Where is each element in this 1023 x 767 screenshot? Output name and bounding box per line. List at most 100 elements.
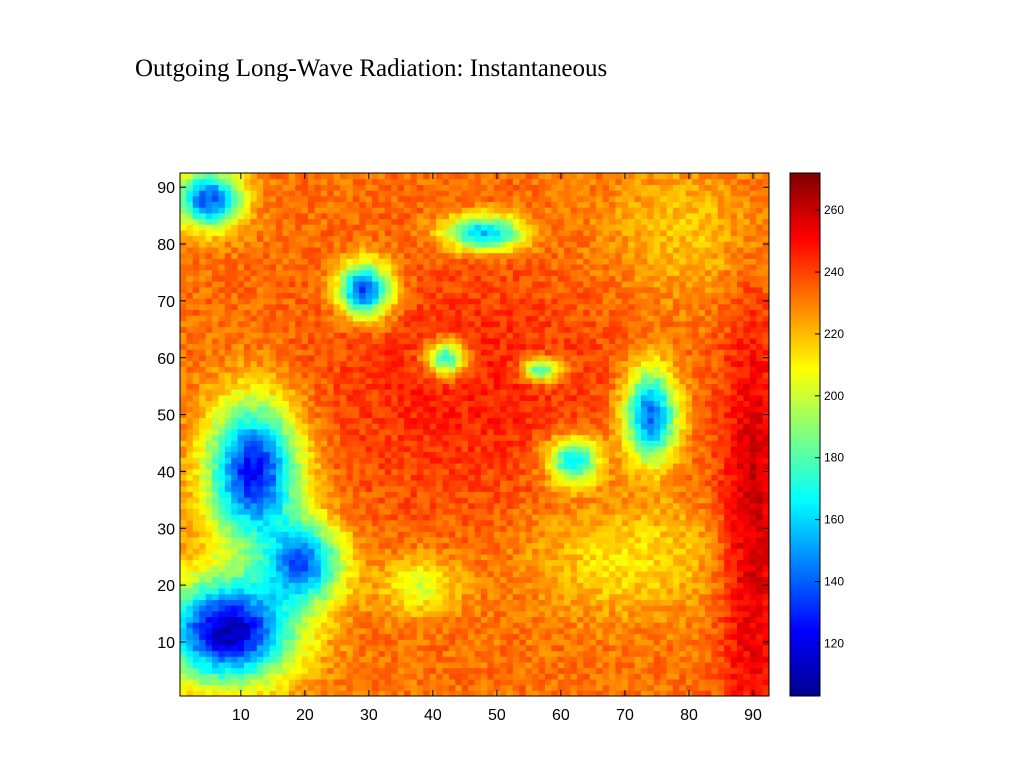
heatmap-cell (628, 428, 636, 436)
heatmap-cell (410, 406, 418, 413)
heatmap-cell (282, 445, 290, 453)
heatmap-cell (602, 536, 610, 544)
heatmap-cell (282, 502, 290, 509)
heatmap-cell (589, 639, 597, 646)
heatmap-cell (250, 434, 258, 441)
heatmap-cell (532, 479, 540, 487)
heatmap-cell (340, 616, 348, 623)
heatmap-cell (295, 451, 303, 458)
heatmap-cell (692, 661, 700, 669)
heatmap-cell (583, 428, 591, 436)
heatmap-cell (186, 423, 194, 430)
heatmap-cell (506, 514, 514, 521)
heatmap-cell (404, 525, 412, 532)
heatmap-cell (397, 616, 405, 623)
heatmap-cell (640, 633, 648, 640)
heatmap-cell (263, 514, 271, 521)
heatmap-cell (756, 474, 764, 481)
heatmap-cell (692, 457, 700, 464)
heatmap-cell (320, 508, 328, 515)
heatmap-cell (711, 514, 719, 521)
heatmap-cell (455, 514, 463, 521)
heatmap-cell (487, 462, 495, 470)
heatmap-cell (314, 428, 322, 436)
heatmap-cell (557, 468, 565, 475)
heatmap-cell (704, 400, 712, 407)
heatmap-cell (589, 661, 597, 669)
heatmap-cell (596, 394, 604, 401)
heatmap-cell (736, 548, 744, 555)
heatmap-cell (487, 457, 495, 464)
heatmap-cell (276, 690, 284, 696)
heatmap-cell (493, 468, 501, 475)
heatmap-cell (429, 406, 437, 413)
heatmap-cell (551, 553, 559, 561)
heatmap-cell (263, 445, 271, 453)
heatmap-cell (532, 582, 540, 589)
heatmap-cell (180, 457, 187, 464)
heatmap-cell (698, 502, 706, 509)
heatmap-cell (493, 565, 501, 572)
heatmap-cell (224, 428, 232, 436)
heatmap-cell (679, 519, 687, 527)
heatmap-cell (231, 690, 239, 696)
heatmap-cell (308, 639, 316, 646)
heatmap-cell (506, 610, 514, 618)
heatmap-cell (557, 587, 565, 595)
heatmap-cell (640, 428, 648, 436)
heatmap-cell (192, 610, 200, 618)
heatmap-cell (576, 440, 584, 447)
heatmap-cell (416, 389, 424, 396)
heatmap-cell (468, 514, 476, 521)
heatmap-cell (301, 542, 309, 549)
heatmap-cell (269, 661, 277, 669)
heatmap-cell (436, 650, 444, 657)
heatmap-cell (512, 479, 520, 487)
heatmap-cell (736, 576, 744, 583)
heatmap-cell (391, 400, 399, 407)
heatmap-cell (679, 599, 687, 606)
heatmap-cell (340, 440, 348, 447)
heatmap-cell (525, 684, 533, 691)
heatmap-cell (570, 394, 578, 401)
heatmap-cell (372, 678, 380, 686)
heatmap-cell (704, 445, 712, 453)
heatmap-cell (602, 559, 610, 566)
heatmap-cell (423, 610, 431, 618)
heatmap-cell (525, 570, 533, 578)
heatmap-cell (749, 661, 757, 669)
heatmap-cell (519, 508, 527, 515)
heatmap-cell (615, 684, 623, 691)
heatmap-cell (608, 616, 616, 623)
heatmap-cell (359, 553, 367, 561)
heatmap-cell (506, 576, 514, 583)
heatmap-cell (685, 559, 693, 566)
heatmap-cell (653, 519, 661, 527)
heatmap-cell (352, 553, 360, 561)
heatmap-cell (602, 428, 610, 436)
heatmap-cell (724, 610, 732, 618)
heatmap-cell (500, 565, 508, 572)
heatmap-cell (749, 434, 757, 441)
heatmap-cell (288, 553, 296, 561)
heatmap-cell (698, 570, 706, 578)
heatmap-cell (442, 519, 450, 527)
heatmap-cell (250, 565, 258, 572)
heatmap-cell (346, 656, 354, 663)
heatmap-cell (436, 661, 444, 669)
heatmap-cell (205, 411, 213, 419)
heatmap-cell (640, 610, 648, 618)
heatmap-cell (724, 536, 732, 544)
heatmap-cell (743, 451, 751, 458)
heatmap-cell (436, 553, 444, 561)
heatmap-cell (576, 616, 584, 623)
heatmap-cell (762, 627, 769, 635)
heatmap-cell (717, 576, 725, 583)
heatmap-cell (532, 661, 540, 669)
heatmap-cell (359, 434, 367, 441)
heatmap-cell (346, 673, 354, 680)
heatmap-cell (724, 548, 732, 555)
heatmap-cell (583, 457, 591, 464)
heatmap-cell (327, 445, 335, 453)
heatmap-cell (647, 582, 655, 589)
